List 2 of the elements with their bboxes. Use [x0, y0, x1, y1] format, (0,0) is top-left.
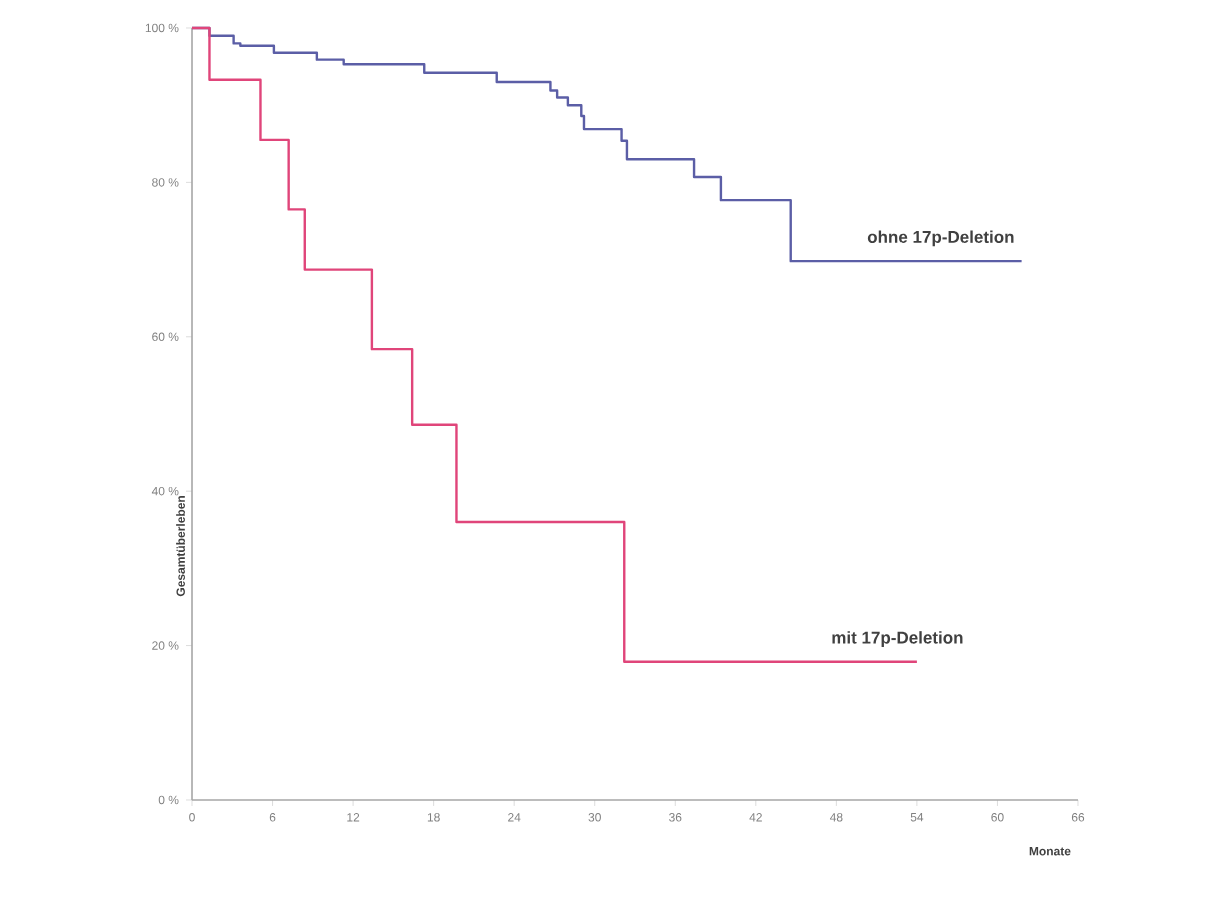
series-label: ohne 17p-Deletion	[867, 230, 1014, 247]
series-label: mit 17p-Deletion	[832, 631, 963, 647]
